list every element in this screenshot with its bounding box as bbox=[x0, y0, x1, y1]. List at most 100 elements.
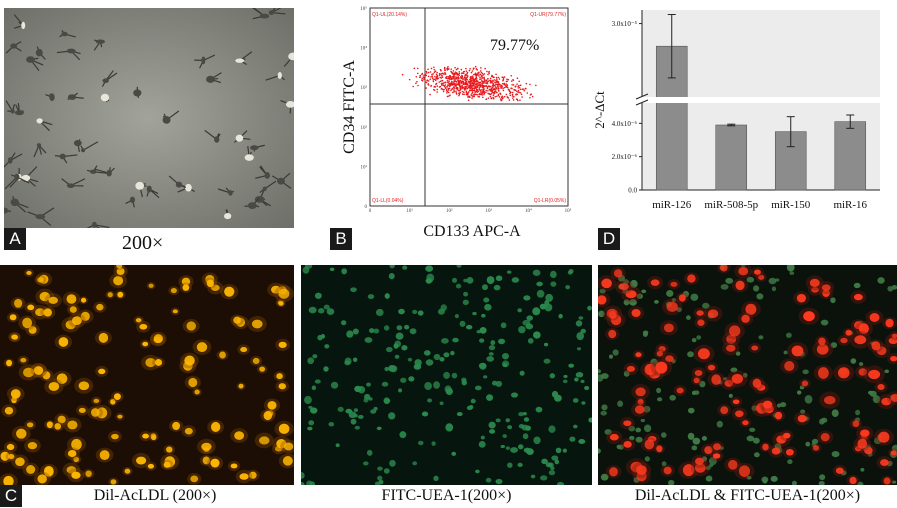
axis-break-gap bbox=[636, 97, 880, 103]
fluorescent-cell bbox=[555, 447, 562, 454]
fluorescent-cell bbox=[845, 329, 852, 336]
event-dot bbox=[493, 79, 496, 81]
fluorescent-cell bbox=[551, 390, 559, 398]
fluorescent-cell bbox=[439, 357, 445, 362]
fluorescent-cell bbox=[816, 343, 829, 355]
y-tick-label: 2.0x10⁻⁶ bbox=[612, 153, 638, 161]
fluorescent-cell bbox=[370, 409, 377, 414]
event-dot bbox=[503, 95, 506, 98]
fluorescent-cell bbox=[22, 317, 33, 329]
fluorescent-cell bbox=[73, 456, 80, 463]
fluorescent-cell bbox=[107, 292, 113, 298]
cell-body bbox=[59, 153, 66, 160]
event-dot bbox=[509, 92, 511, 95]
event-dot bbox=[447, 91, 450, 94]
fluorescent-cell bbox=[495, 418, 501, 423]
fluorescent-cell bbox=[783, 432, 791, 439]
fluorescent-cell bbox=[545, 293, 554, 302]
event-dot bbox=[470, 71, 473, 74]
event-dot bbox=[466, 71, 469, 74]
cell-body bbox=[100, 93, 110, 102]
cell-body bbox=[35, 48, 43, 57]
fluorescent-cell bbox=[389, 265, 395, 269]
event-dot bbox=[443, 69, 446, 71]
cell-body bbox=[10, 198, 19, 207]
category-label: miR-16 bbox=[833, 199, 867, 211]
event-dot bbox=[463, 76, 466, 79]
fluorescent-cell bbox=[701, 436, 707, 441]
event-dot bbox=[433, 89, 436, 92]
fluorescent-cell bbox=[752, 437, 760, 444]
event-dot bbox=[468, 90, 470, 93]
fluorescent-cell bbox=[337, 406, 344, 412]
event-dot bbox=[452, 83, 455, 86]
fluorescent-cell bbox=[720, 284, 729, 290]
fluorescent-cell bbox=[35, 308, 45, 317]
event-dot bbox=[453, 72, 456, 75]
fluorescent-cell bbox=[354, 425, 360, 430]
fluorescent-cell bbox=[80, 311, 90, 321]
event-dot bbox=[488, 72, 491, 75]
event-dot bbox=[418, 76, 421, 79]
fluorescent-cell bbox=[399, 431, 407, 439]
fluorescent-cell bbox=[849, 476, 857, 485]
fluorescent-cell bbox=[644, 363, 656, 376]
event-dot bbox=[416, 80, 418, 83]
event-dot bbox=[489, 77, 492, 80]
fluorescent-cell bbox=[687, 407, 695, 414]
event-dot bbox=[491, 81, 493, 84]
fluorescent-cell bbox=[854, 335, 867, 345]
event-dot bbox=[440, 69, 442, 72]
fluorescent-cell bbox=[15, 457, 25, 467]
event-dot bbox=[483, 73, 486, 75]
fluorescent-cell bbox=[377, 466, 383, 471]
event-dot bbox=[524, 87, 527, 90]
event-dot bbox=[435, 83, 437, 86]
fluorescent-cell bbox=[692, 437, 701, 445]
cell-body bbox=[135, 181, 145, 190]
event-dot bbox=[436, 85, 439, 87]
fluorescent-cell bbox=[323, 366, 329, 372]
fluorescent-cell bbox=[402, 265, 408, 270]
fluorescent-cell bbox=[407, 357, 413, 362]
event-dot bbox=[529, 83, 531, 86]
gate-ul-label: Q1-UL(20.14%) bbox=[372, 12, 407, 18]
fluorescent-cell bbox=[9, 314, 17, 321]
event-dot bbox=[463, 88, 466, 91]
fluorescent-cell bbox=[99, 450, 110, 461]
fluorescent-cell bbox=[278, 300, 284, 306]
event-dot bbox=[423, 77, 426, 80]
event-dot bbox=[496, 85, 499, 87]
fluorescent-cell bbox=[3, 475, 14, 485]
fluorescent-cell bbox=[470, 398, 476, 404]
fluorescent-cell bbox=[427, 398, 433, 403]
event-dot bbox=[452, 75, 455, 78]
fluorescent-cell bbox=[637, 398, 644, 405]
fluorescent-cell bbox=[625, 290, 637, 299]
event-dot bbox=[457, 76, 460, 78]
y-tick-label: 3.0x10⁻⁵ bbox=[612, 20, 638, 28]
fluorescent-cell bbox=[301, 472, 305, 479]
event-dot bbox=[511, 87, 513, 90]
fluorescent-cell bbox=[732, 399, 740, 405]
fluorescent-cell bbox=[671, 298, 677, 303]
fluorescent-cell bbox=[601, 404, 608, 411]
event-dot bbox=[451, 78, 454, 80]
event-dot bbox=[483, 80, 485, 83]
fluorescent-cell bbox=[578, 316, 584, 320]
event-dot bbox=[482, 96, 484, 99]
event-dot bbox=[475, 88, 478, 91]
panel-b-letter: B bbox=[330, 228, 352, 250]
fluorescent-cell bbox=[784, 360, 795, 372]
event-dot bbox=[430, 67, 433, 70]
cell-body bbox=[277, 177, 285, 185]
cell-body bbox=[185, 183, 192, 192]
fluorescent-cell bbox=[746, 435, 755, 442]
fluorescent-cell bbox=[779, 401, 787, 408]
fluorescent-cell bbox=[618, 283, 629, 291]
event-dot bbox=[448, 76, 450, 78]
fluorescent-cell bbox=[746, 276, 755, 283]
event-dot bbox=[481, 86, 484, 89]
dil-acldl-image bbox=[0, 265, 294, 485]
fluorescent-cell bbox=[791, 480, 797, 485]
